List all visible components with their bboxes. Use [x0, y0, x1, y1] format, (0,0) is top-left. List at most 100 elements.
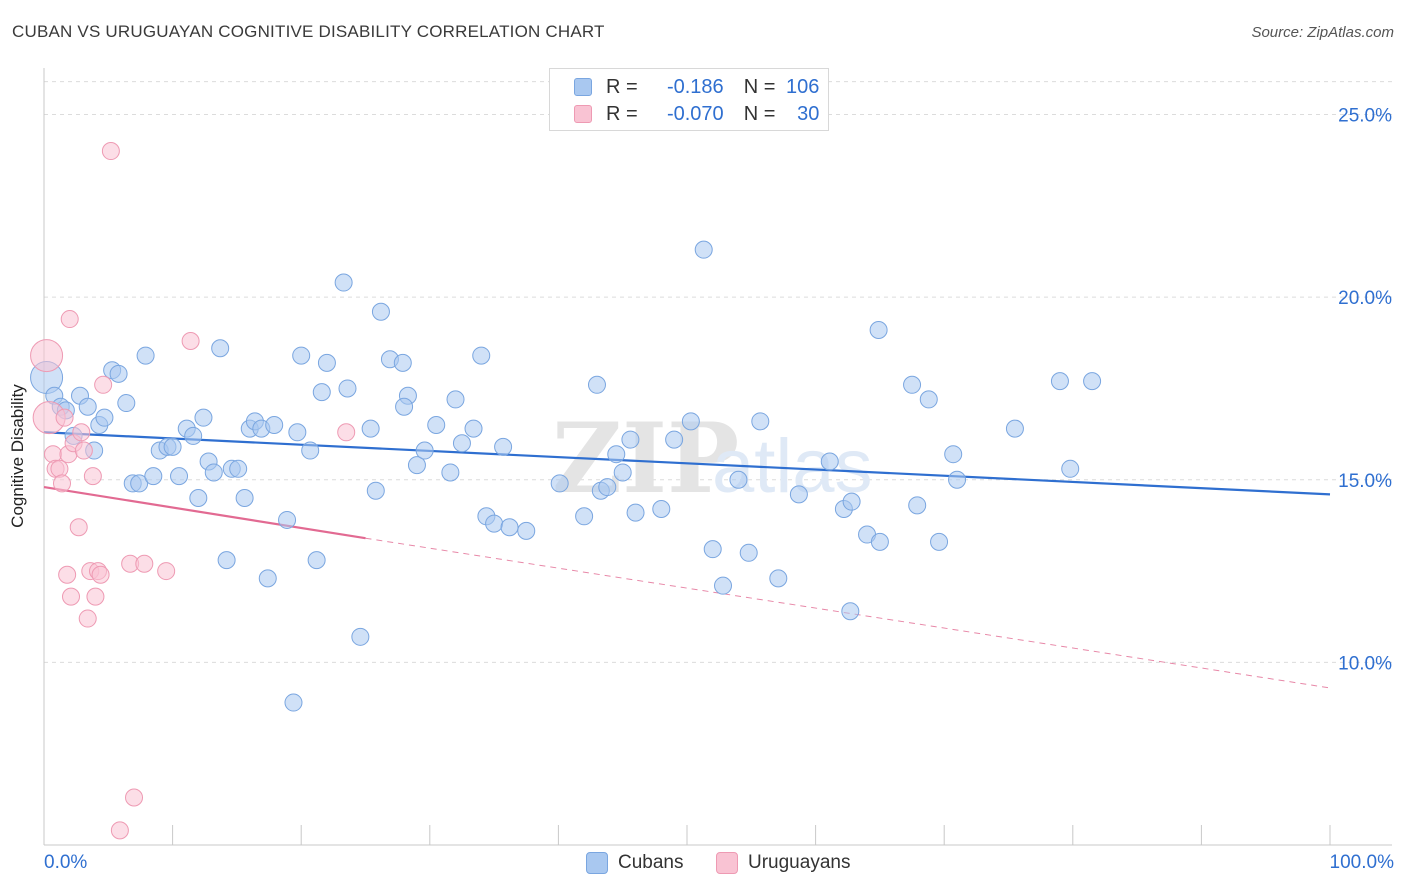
legend: R = -0.186 N = 106 R = -0.070 N = 30 [549, 68, 829, 131]
data-point [78, 397, 97, 416]
data-point [284, 693, 303, 712]
data-point [235, 489, 254, 508]
data-point [144, 467, 163, 486]
data-point [351, 627, 370, 646]
data-point [83, 467, 102, 486]
data-point [494, 437, 513, 456]
data-point [613, 463, 632, 482]
data-point [130, 474, 149, 493]
x-tick-label-max: 100.0% [1329, 852, 1394, 873]
data-point [125, 788, 144, 807]
data-point [194, 408, 213, 427]
source-note: Source: ZipAtlas.com [1251, 24, 1394, 41]
data-point [74, 441, 93, 460]
data-point [930, 532, 949, 551]
data-point [842, 492, 861, 511]
data-point [292, 346, 311, 365]
data-point [163, 437, 182, 456]
x-tick-label-min: 0.0% [44, 852, 88, 873]
data-point [55, 408, 74, 427]
data-point [86, 587, 105, 606]
data-point [278, 510, 297, 529]
data-point [587, 375, 606, 394]
data-point [312, 383, 331, 402]
data-point [307, 551, 326, 570]
data-point [366, 481, 385, 500]
data-point [338, 379, 357, 398]
data-point [91, 565, 110, 584]
bottom-legend-uruguayans: Uruguayans [716, 852, 850, 874]
legend-n-label: N = [743, 75, 776, 98]
data-point [204, 463, 223, 482]
data-point [626, 503, 645, 522]
data-point [361, 419, 380, 438]
data-point [1005, 419, 1024, 438]
data-point [500, 518, 519, 537]
data-point [407, 456, 426, 475]
data-point [60, 310, 79, 329]
data-points [30, 142, 1102, 840]
legend-n-label: N = [743, 102, 776, 125]
data-point [109, 364, 128, 383]
data-point [50, 459, 69, 478]
data-point [371, 302, 390, 321]
data-point [415, 441, 434, 460]
data-point [472, 346, 491, 365]
data-point [189, 489, 208, 508]
data-point [317, 353, 336, 372]
data-point [427, 415, 446, 434]
bottom-legend-swatch-cubans [586, 852, 608, 874]
data-point [229, 459, 248, 478]
data-point [258, 569, 277, 588]
data-point [441, 463, 460, 482]
data-point [714, 576, 733, 595]
y-tick-label: 10.0% [1338, 653, 1392, 674]
data-point [1061, 459, 1080, 478]
legend-r-label: R = [606, 102, 638, 125]
data-point [69, 518, 88, 537]
data-point [217, 551, 236, 570]
grid-lines [44, 81, 1392, 663]
data-point [621, 430, 640, 449]
trend-line-cubans [43, 431, 1331, 496]
legend-row-cubans: R = -0.186 N = 106 [574, 74, 819, 100]
series-uruguayans [30, 142, 356, 840]
data-point [575, 507, 594, 526]
bottom-legend-label-cubans: Cubans [618, 852, 684, 873]
data-point [30, 339, 64, 373]
data-point [820, 452, 839, 471]
data-point [517, 521, 536, 540]
data-point [334, 273, 353, 292]
data-point [1050, 372, 1069, 391]
y-tick-label: 20.0% [1338, 288, 1392, 309]
bottom-legend-cubans: Cubans [586, 852, 684, 874]
data-point [948, 470, 967, 489]
legend-swatch-cubans [574, 78, 592, 96]
data-point [870, 532, 889, 551]
data-point [903, 375, 922, 394]
data-point [607, 445, 626, 464]
data-point [157, 562, 176, 581]
data-point [703, 540, 722, 559]
data-point [598, 478, 617, 497]
legend-n-value: 30 [797, 102, 820, 125]
data-point [117, 394, 136, 413]
chart-title: CUBAN VS URUGUAYAN COGNITIVE DISABILITY … [12, 22, 605, 41]
data-point [665, 430, 684, 449]
data-point [95, 408, 114, 427]
data-point [136, 346, 155, 365]
data-point [751, 412, 770, 431]
legend-row-uruguayans: R = -0.070 N = 30 [574, 101, 819, 127]
data-point [446, 390, 465, 409]
legend-n-value: 106 [786, 75, 820, 98]
bottom-legend-label-uruguayans: Uruguayans [748, 852, 851, 873]
legend-r-value: -0.070 [666, 102, 724, 125]
data-point [135, 554, 154, 573]
data-point [769, 569, 788, 588]
data-point [652, 499, 671, 518]
data-point [550, 474, 569, 493]
data-point [181, 331, 200, 350]
data-point [58, 565, 77, 584]
data-point [94, 375, 113, 394]
